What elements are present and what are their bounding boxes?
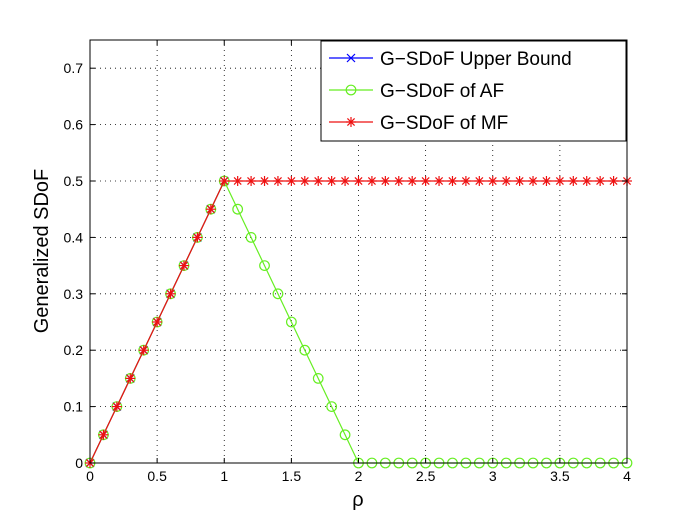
data-point-star-marker (326, 176, 337, 186)
data-point-star-marker (595, 176, 606, 186)
legend-entry-1: G−SDoF Upper Bound (329, 49, 572, 70)
x-tick-label: 2.5 (416, 468, 436, 484)
data-point-circle-marker (312, 373, 324, 384)
data-point-star-marker (474, 176, 485, 186)
data-point-star-marker (178, 260, 189, 271)
x-tick-label: 3.5 (550, 468, 570, 484)
data-point-circle-marker (259, 260, 270, 272)
data-point-star-marker (554, 176, 565, 186)
data-point-circle-marker (232, 203, 244, 215)
x-tick-label: 0.5 (147, 468, 167, 484)
data-point-star-marker (528, 176, 539, 186)
y-tick-label: 0.4 (64, 229, 84, 245)
y-tick-label: 0.2 (64, 342, 84, 358)
y-tick-label: 0.3 (64, 286, 84, 302)
data-point-star-marker (246, 176, 257, 186)
data-point-star-marker (299, 176, 310, 186)
series-3 (85, 176, 632, 468)
data-point-x-marker (346, 53, 356, 63)
data-point-star-marker (125, 373, 136, 384)
y-tick-label: 0.5 (64, 173, 84, 189)
y-tick-label: 0 (75, 455, 83, 471)
data-point-circle-marker (339, 429, 351, 441)
data-point-star-marker (340, 176, 351, 186)
data-point-star-marker (393, 176, 404, 186)
data-point-star-marker (568, 176, 579, 186)
data-point-star-marker (272, 176, 283, 186)
data-point-circle-marker (299, 344, 311, 356)
data-point-star-marker (111, 401, 122, 412)
legend-label: G−SDoF of AF (380, 81, 504, 102)
series-layer (84, 175, 633, 469)
data-point-circle-marker (285, 316, 297, 328)
data-point-star-marker (313, 176, 324, 186)
data-point-star-marker (152, 317, 163, 327)
data-point-star-marker (192, 232, 203, 243)
data-point-star-marker (460, 176, 471, 186)
data-point-star-marker (366, 176, 377, 186)
y-axis-label: Generalized SDoF (31, 169, 53, 334)
data-point-star-marker (286, 176, 297, 186)
data-point-circle-marker (345, 84, 357, 96)
data-point-star-marker (407, 176, 418, 186)
data-point-star-marker (205, 204, 216, 215)
y-tick-label: 0.6 (64, 117, 84, 133)
x-tick-label: 4 (623, 468, 631, 484)
legend: G−SDoF Upper Bound G−SDoF of AF G−SDoF of … (320, 40, 627, 142)
y-tick-label: 0.7 (64, 60, 84, 76)
data-point-star-marker (514, 176, 525, 186)
x-tick-label: 1.5 (282, 468, 302, 484)
legend-label: G−SDoF of MF (380, 113, 508, 134)
data-point-star-marker (581, 176, 592, 186)
x-tick-label: 1 (220, 468, 228, 484)
data-point-star-marker (501, 176, 512, 186)
data-point-star-marker (219, 176, 230, 186)
y-tick-label: 0.1 (64, 399, 84, 415)
data-point-star-marker (259, 176, 270, 186)
data-point-star-marker (165, 288, 176, 299)
data-point-star-marker (434, 176, 445, 186)
x-tick-label: 3 (489, 468, 497, 484)
data-point-star-marker (232, 176, 243, 186)
x-tick-label: 2 (355, 468, 363, 484)
data-point-circle-marker (326, 401, 338, 413)
data-point-star-marker (353, 176, 364, 186)
ticks: 0 0.5 1 1.5 2 2.5 3 3.5 4 0 0.1 0.2 0.3 0.4 0.5 0.6 0.7 (64, 40, 631, 484)
x-tick-label: 0 (86, 468, 94, 484)
legend-entry-3: G−SDoF of MF (329, 113, 508, 134)
legend-label: G−SDoF Upper Bound (380, 49, 572, 70)
data-point-star-marker (608, 176, 619, 186)
data-point-star-marker (487, 176, 498, 186)
data-point-star-marker (447, 176, 458, 186)
data-point-star-marker (138, 345, 149, 356)
data-point-circle-marker (272, 288, 284, 300)
data-point-star-marker (346, 117, 356, 127)
data-point-star-marker (380, 176, 391, 186)
legend-entry-2: G−SDoF of AF (329, 81, 504, 102)
data-point-star-marker (98, 429, 109, 440)
data-point-star-marker (420, 176, 431, 186)
data-point-circle-marker (245, 231, 257, 243)
x-axis-label: ρ (352, 489, 363, 511)
data-point-star-marker (541, 176, 552, 186)
